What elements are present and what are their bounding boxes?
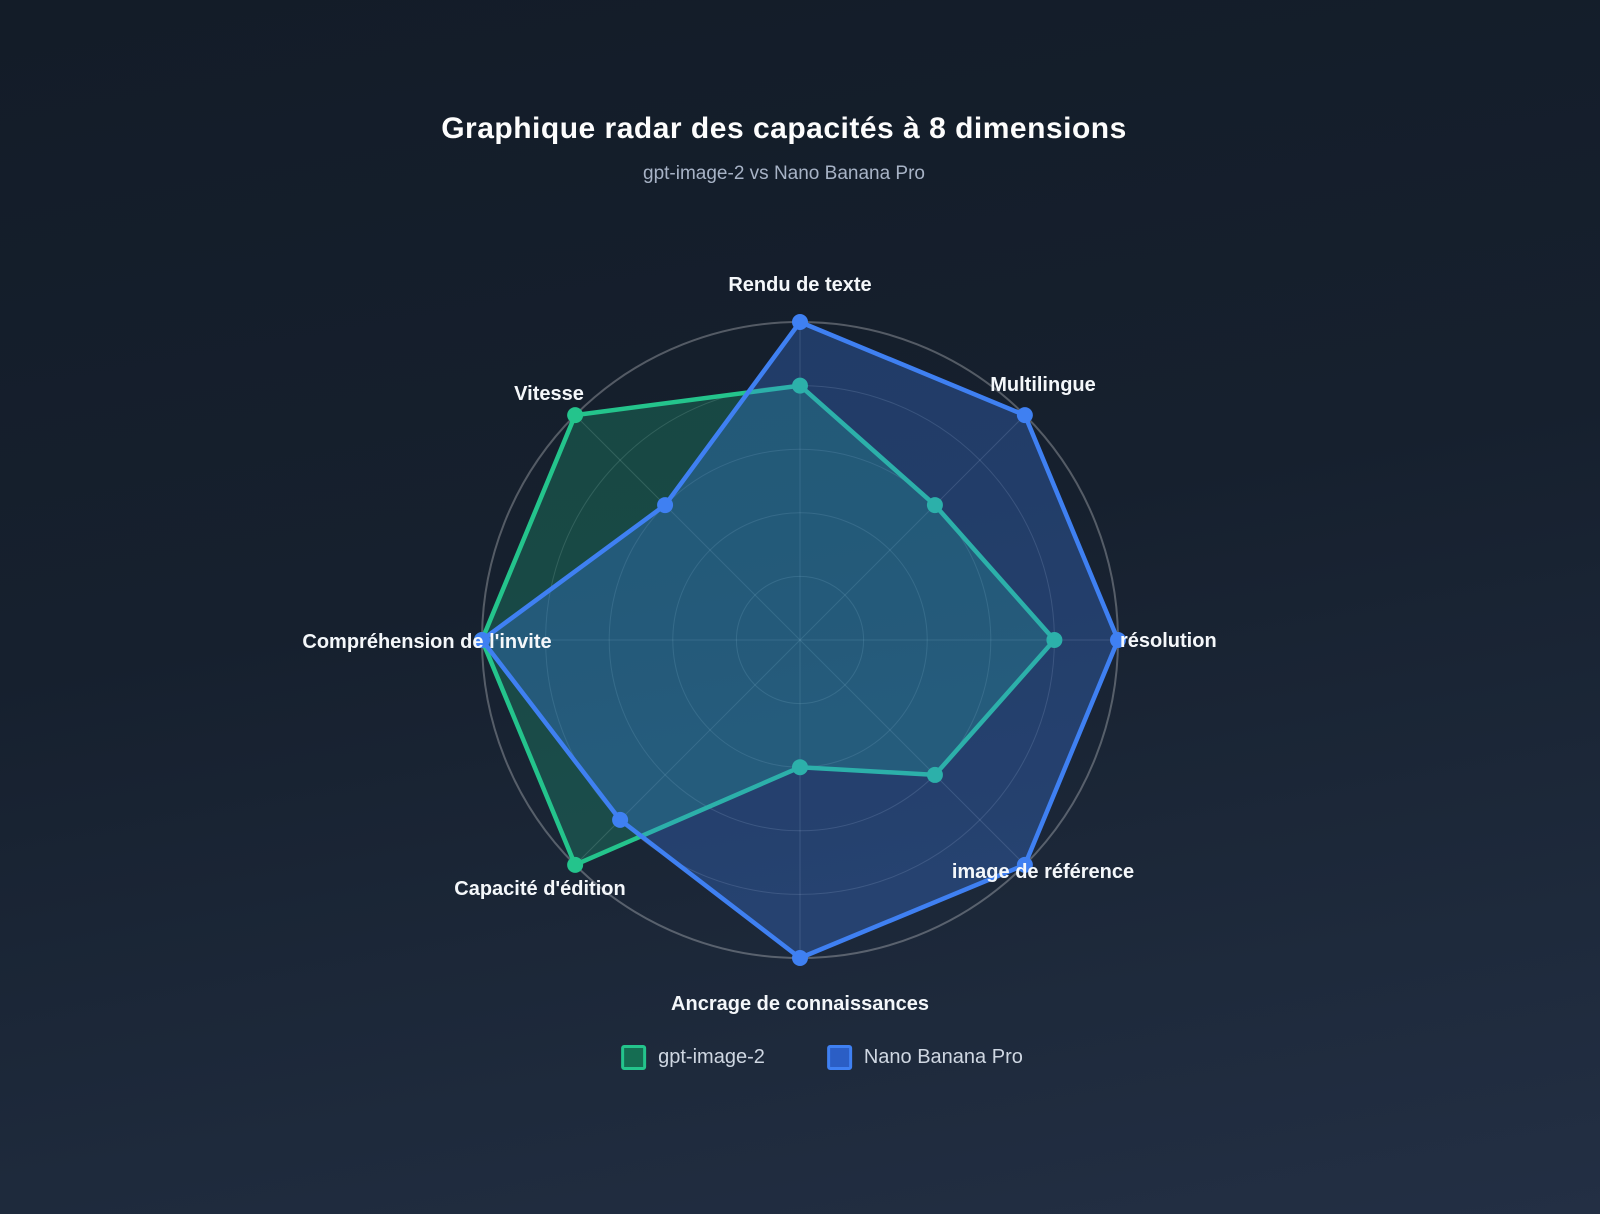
data-point-Nano Banana Pro xyxy=(792,950,808,966)
data-point-gpt-image-2 xyxy=(1046,632,1063,648)
data-point-gpt-image-2 xyxy=(567,856,584,873)
axis-label-1: Multilingue xyxy=(990,374,1096,396)
radar-grid-ring xyxy=(608,448,992,832)
radar-axis-line xyxy=(799,639,1026,866)
legend-label-nano-banana-pro: Nano Banana Pro xyxy=(863,1046,1023,1068)
axis-label-0: Rendu de texte xyxy=(728,274,871,296)
data-point-gpt-image-2 xyxy=(792,759,808,776)
axis-label-3: image de référence xyxy=(952,861,1134,883)
data-point-gpt-image-2 xyxy=(926,497,943,514)
radar-grid-ring xyxy=(735,575,865,705)
data-point-gpt-image-2 xyxy=(567,407,584,424)
data-point-gpt-image-2 xyxy=(926,766,943,783)
legend-item-gpt-image-2[interactable]: gpt-image-2 xyxy=(621,1045,765,1070)
axis-label-4: Ancrage de connaissances xyxy=(671,993,929,1015)
data-point-Nano Banana Pro xyxy=(657,497,674,514)
data-point-Nano Banana Pro xyxy=(792,314,808,330)
legend-label-gpt-image-2: gpt-image-2 xyxy=(658,1046,765,1068)
axis-label-2: résolution xyxy=(1120,630,1217,652)
data-point-Nano Banana Pro xyxy=(1016,407,1033,424)
chart-title: Graphique radar des capacités à 8 dimens… xyxy=(441,112,1127,145)
legend-item-nano-banana-pro[interactable]: Nano Banana Pro xyxy=(826,1045,1023,1070)
axis-label-7: Vitesse xyxy=(514,383,584,405)
axis-label-5: Capacité d'édition xyxy=(454,878,625,900)
radar-axis-line xyxy=(574,414,801,641)
legend-swatch-gpt-image-2 xyxy=(621,1045,647,1070)
radar-axis-line xyxy=(799,414,1026,641)
chart-subtitle: gpt-image-2 vs Nano Banana Pro xyxy=(643,163,925,184)
axis-label-6: Compréhension de l'invite xyxy=(302,631,551,653)
data-point-Nano Banana Pro xyxy=(1016,856,1033,873)
data-point-Nano Banana Pro xyxy=(474,632,490,648)
data-point-gpt-image-2 xyxy=(792,377,808,394)
legend-swatch-nano-banana-pro xyxy=(826,1045,852,1070)
data-point-Nano Banana Pro xyxy=(612,811,629,828)
radar-axis-line xyxy=(574,639,801,866)
legend: gpt-image-2 Nano Banana Pro xyxy=(621,1045,1023,1070)
data-point-Nano Banana Pro xyxy=(1110,632,1126,648)
